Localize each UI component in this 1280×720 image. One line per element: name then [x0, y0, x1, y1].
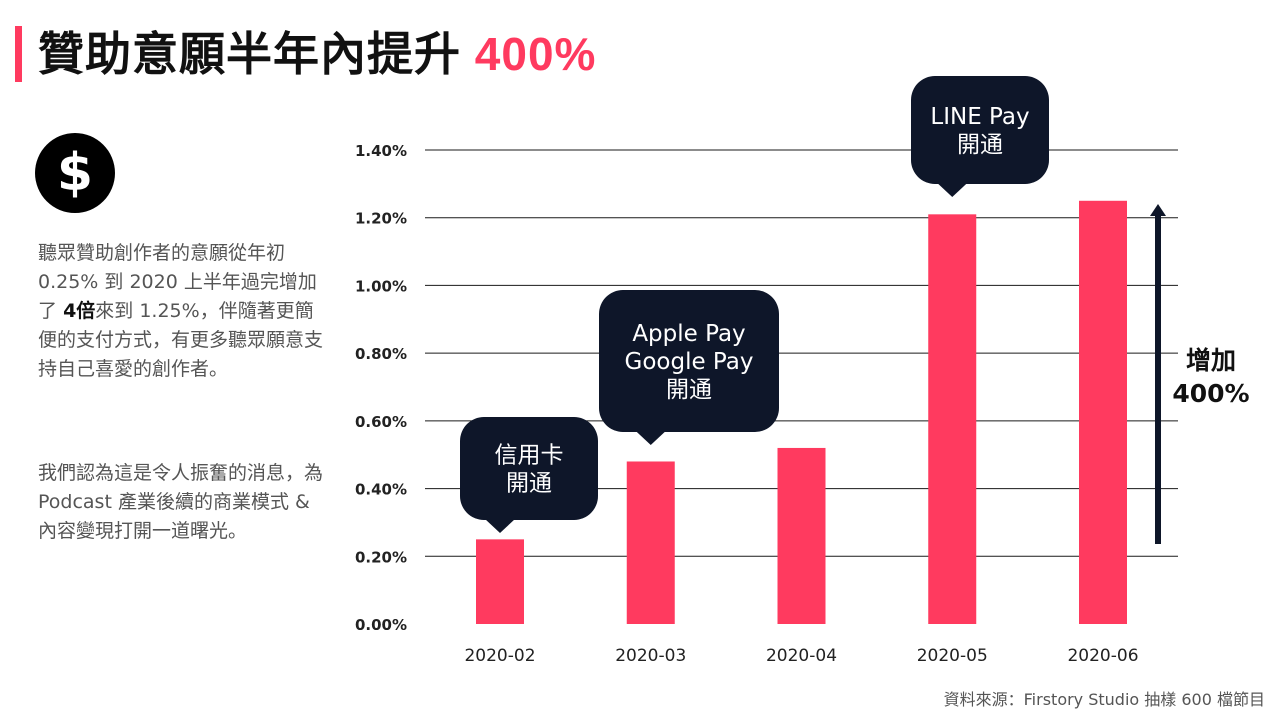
description-paragraph-1: 聽眾贊助創作者的意願從年初 0.25% 到 2020 上半年過完增加了 4倍來到…	[38, 239, 323, 384]
title-text: 贊助意願半年內提升	[38, 28, 461, 80]
dollar-circle-icon: $	[35, 133, 115, 213]
callout-pointer	[635, 431, 666, 445]
source-note: 資料來源：Firstory Studio 抽樣 600 檔節目	[943, 690, 1265, 709]
y-tick-label: 1.00%	[355, 277, 407, 295]
callout-text: 開通	[957, 132, 1003, 158]
x-tick-label: 2020-05	[917, 646, 988, 666]
bar	[777, 447, 826, 624]
para1-text-before: 聽眾贊助創作者的意願從年初 0.25% 到 2020 上半年過完增加了	[38, 242, 317, 322]
y-tick-label: 1.40%	[355, 142, 407, 160]
x-tick-label: 2020-03	[615, 646, 686, 666]
para1-bold-text: 4倍	[63, 300, 96, 322]
x-tick-label: 2020-06	[1067, 646, 1138, 666]
y-tick-label: 0.20%	[355, 548, 407, 566]
bar	[626, 461, 675, 624]
callout-text: 信用卡	[495, 443, 564, 469]
callout-pointer	[937, 183, 968, 197]
bar	[1079, 200, 1127, 625]
y-tick-label: 0.80%	[355, 345, 407, 363]
callout-pointer	[485, 519, 515, 533]
bar	[928, 214, 977, 625]
callout-box	[460, 417, 598, 520]
title-highlight: 400%	[474, 28, 597, 80]
title-accent-bar	[15, 26, 22, 82]
y-tick-label: 1.20%	[355, 210, 407, 228]
growth-annotation-text: 增加	[1186, 346, 1236, 375]
x-tick-label: 2020-02	[464, 646, 535, 666]
x-tick-label: 2020-04	[766, 646, 837, 666]
bar	[476, 539, 524, 624]
y-tick-label: 0.60%	[355, 413, 407, 431]
callout-text: Apple Pay	[632, 321, 745, 347]
para1-text-after: 來到 1.25%，伴隨著更簡便的支付方式，有更多聽眾願意支持自己喜愛的創作者。	[38, 300, 324, 380]
y-tick-label: 0.40%	[355, 481, 407, 499]
growth-arrow-head	[1150, 204, 1166, 216]
page-title: 贊助意願半年內提升 400%	[38, 24, 596, 84]
callout-text: 開通	[666, 377, 712, 403]
callout-text: Google Pay	[625, 349, 754, 375]
callout-text: 開通	[506, 471, 552, 497]
y-tick-label: 0.00%	[355, 616, 407, 634]
growth-annotation-text: 400%	[1172, 379, 1249, 408]
callout-box	[911, 76, 1049, 184]
callout-box	[599, 290, 779, 432]
description-paragraph-2: 我們認為這是令人振奮的消息，為 Podcast 產業後續的商業模式 & 內容變現…	[38, 462, 324, 542]
callout-text: LINE Pay	[930, 104, 1029, 130]
